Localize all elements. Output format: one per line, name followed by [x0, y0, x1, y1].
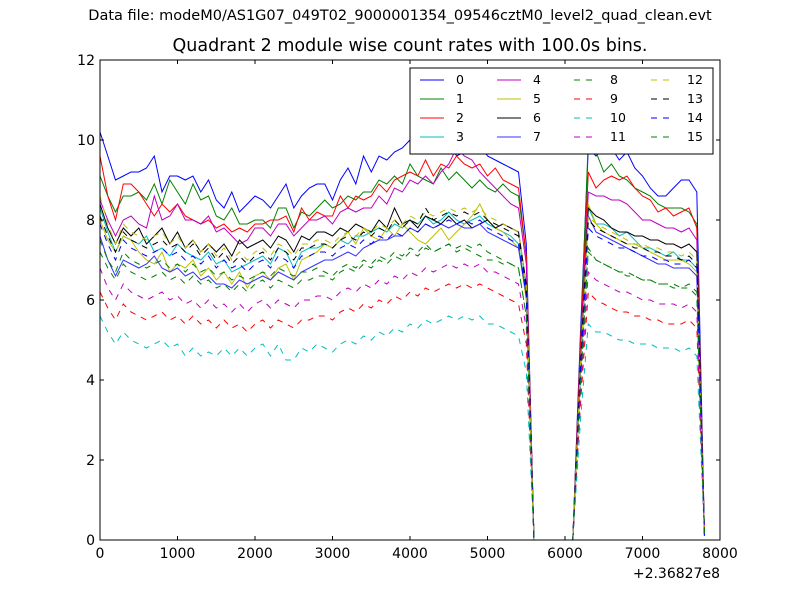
legend-label-8: 8 [610, 72, 618, 87]
series-layer [100, 131, 705, 540]
series-line-7 [100, 215, 705, 540]
series-line-1 [100, 138, 705, 540]
y-tick-label: 6 [86, 293, 95, 309]
series-line-9 [100, 283, 705, 540]
x-tick-label: 2000 [237, 546, 273, 562]
series-line-0 [100, 131, 705, 540]
legend-frame [409, 67, 714, 155]
x-tick-label: 8000 [702, 546, 738, 562]
series-line-2 [100, 155, 705, 540]
legend-label-7: 7 [533, 129, 541, 144]
legend-label-6: 6 [533, 110, 541, 125]
y-tick-label: 2 [86, 453, 95, 469]
chart-title: Quadrant 2 module wise count rates with … [172, 36, 648, 56]
y-tick-label: 10 [77, 133, 95, 149]
legend-label-9: 9 [610, 91, 618, 106]
legend-label-15: 15 [687, 129, 703, 144]
legend-label-1: 1 [456, 91, 464, 106]
legend-label-13: 13 [687, 91, 703, 106]
x-tick-label: 5000 [470, 546, 506, 562]
legend-label-14: 14 [687, 110, 703, 125]
axis-ticks: 0 1000 2000 3000 4000 5000 6000 7000 80000246810… [77, 53, 738, 562]
y-tick-label: 4 [86, 373, 95, 389]
series-line-3 [100, 207, 705, 540]
series-line-14 [100, 219, 705, 540]
x-offset-label: +2.36827e8 [633, 566, 720, 582]
x-tick-label: 0 [96, 546, 105, 562]
series-line-11 [100, 263, 705, 540]
legend-label-4: 4 [533, 72, 541, 87]
legend-label-11: 11 [610, 129, 626, 144]
x-tick-label: 3000 [315, 546, 351, 562]
series-line-12 [100, 195, 705, 540]
legend-label-12: 12 [687, 72, 703, 87]
x-tick-label: 4000 [392, 546, 428, 562]
legend-label-3: 3 [456, 129, 464, 144]
series-line-8 [100, 239, 705, 540]
figure-suptitle: Data file: modeM0/AS1G07_049T02_90000013… [88, 8, 712, 24]
legend-label-2: 2 [456, 110, 464, 125]
series-line-10 [100, 315, 705, 540]
legend-label-0: 0 [456, 72, 464, 87]
x-tick-label: 1000 [160, 546, 196, 562]
legend-label-10: 10 [610, 110, 626, 125]
y-tick-label: 12 [77, 53, 95, 69]
series-line-15 [100, 243, 705, 540]
y-tick-label: 8 [86, 213, 95, 229]
legend-label-5: 5 [533, 91, 541, 106]
series-line-13 [100, 206, 705, 540]
series-line-4 [100, 147, 705, 540]
x-tick-label: 6000 [547, 546, 583, 562]
y-tick-label: 0 [86, 533, 95, 549]
x-tick-label: 7000 [625, 546, 661, 562]
